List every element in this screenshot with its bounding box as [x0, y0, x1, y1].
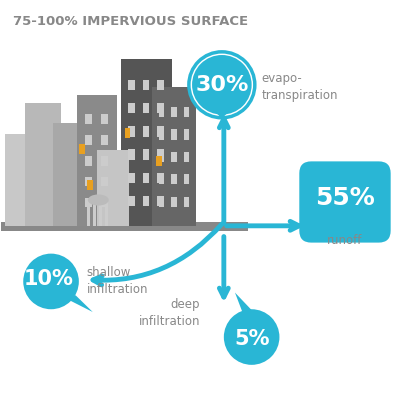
Bar — [158, 197, 164, 207]
Bar — [158, 103, 164, 113]
Text: 10%: 10% — [24, 270, 74, 290]
Bar — [171, 152, 177, 162]
Bar — [158, 174, 164, 184]
Bar — [93, 202, 96, 226]
Bar — [143, 149, 149, 160]
Text: runoff: runoff — [327, 234, 363, 248]
Bar — [171, 130, 177, 140]
Bar — [171, 197, 177, 207]
Bar — [77, 95, 116, 226]
Bar — [128, 103, 134, 113]
Text: 5%: 5% — [234, 329, 269, 349]
Bar — [85, 135, 92, 144]
Bar — [85, 177, 92, 186]
Bar — [158, 152, 164, 162]
Bar — [184, 174, 189, 184]
Bar — [143, 126, 149, 136]
Bar — [143, 172, 149, 183]
Bar — [124, 128, 130, 138]
Bar — [99, 202, 102, 226]
Bar — [87, 202, 90, 226]
Polygon shape — [214, 111, 230, 118]
Bar — [158, 172, 164, 183]
Polygon shape — [60, 295, 93, 312]
Bar — [25, 103, 61, 226]
Bar — [128, 149, 134, 160]
Bar — [113, 154, 144, 226]
Bar — [143, 80, 149, 90]
Bar — [171, 107, 177, 117]
Bar — [101, 156, 108, 166]
FancyBboxPatch shape — [1, 222, 248, 230]
Bar — [128, 172, 134, 183]
Bar — [184, 152, 189, 162]
Bar — [105, 202, 108, 226]
Bar — [85, 198, 92, 208]
Bar — [158, 80, 164, 90]
Text: deep
infiltration: deep infiltration — [138, 298, 200, 328]
Polygon shape — [235, 292, 259, 318]
Bar — [128, 126, 134, 136]
Circle shape — [224, 309, 280, 365]
Ellipse shape — [88, 194, 109, 206]
Bar — [97, 150, 128, 226]
Bar — [158, 196, 164, 206]
Bar — [143, 196, 149, 206]
Bar — [128, 80, 134, 90]
Text: 55%: 55% — [315, 186, 375, 210]
Bar — [128, 196, 134, 206]
Bar — [156, 156, 162, 166]
Text: 30%: 30% — [195, 75, 248, 95]
Bar — [5, 134, 33, 226]
Bar — [101, 198, 108, 208]
Text: 75-100% IMPERVIOUS SURFACE: 75-100% IMPERVIOUS SURFACE — [13, 15, 248, 28]
Bar — [101, 114, 108, 124]
Bar — [85, 156, 92, 166]
Circle shape — [192, 55, 252, 114]
Bar — [158, 107, 164, 117]
Bar — [87, 180, 93, 190]
Bar — [171, 174, 177, 184]
Text: shallow
infiltration: shallow infiltration — [87, 266, 148, 296]
Bar — [158, 130, 164, 140]
Bar — [143, 103, 149, 113]
Bar — [184, 130, 189, 140]
Circle shape — [23, 254, 79, 309]
Text: evapo-
transpiration: evapo- transpiration — [262, 72, 338, 102]
Bar — [158, 126, 164, 136]
Bar — [85, 114, 92, 124]
Bar — [158, 149, 164, 160]
Bar — [152, 87, 196, 226]
Bar — [184, 197, 189, 207]
Bar — [184, 107, 189, 117]
Bar — [101, 177, 108, 186]
Bar — [120, 59, 172, 226]
Bar — [79, 144, 85, 154]
Bar — [53, 122, 89, 226]
Circle shape — [189, 52, 255, 118]
FancyBboxPatch shape — [299, 161, 391, 243]
Bar — [101, 135, 108, 144]
